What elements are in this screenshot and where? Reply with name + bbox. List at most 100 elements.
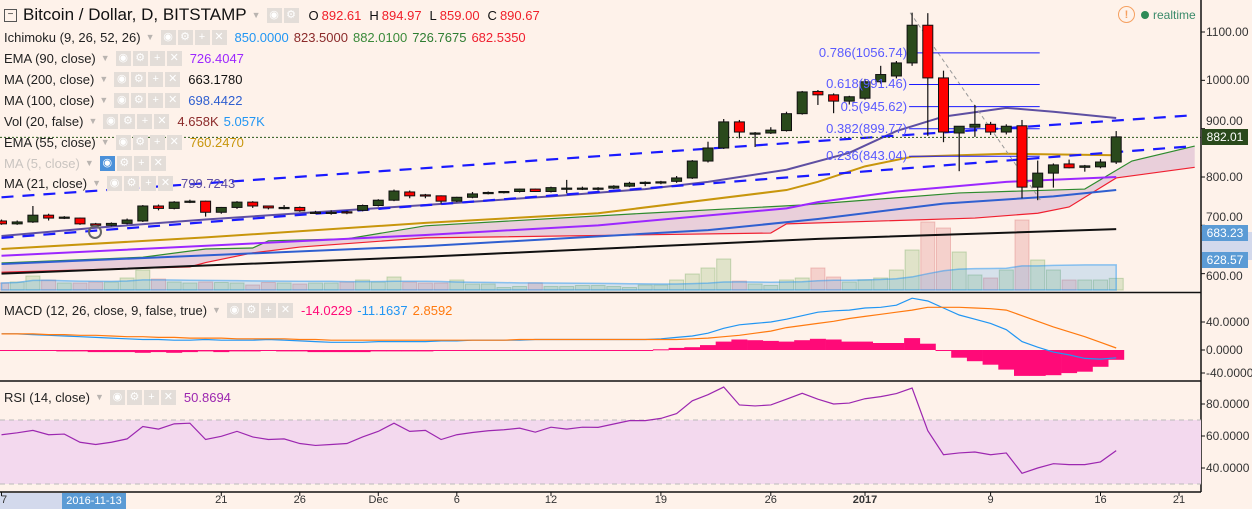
macd-histogram-bar xyxy=(1108,350,1125,360)
chevron-down-icon[interactable]: ▼ xyxy=(212,305,221,315)
indicator-name[interactable]: MA (21, close) xyxy=(4,175,88,191)
indicator-name[interactable]: EMA (90, close) xyxy=(4,50,96,66)
plus-icon[interactable]: + xyxy=(141,175,157,191)
candle xyxy=(435,195,447,204)
legend-row: MA (100, close) ▼ ◉ ⚙ + ✕ 698.4422 xyxy=(4,91,247,109)
macd-histogram-bar xyxy=(605,350,622,351)
eye-icon[interactable]: ◉ xyxy=(114,71,130,87)
chevron-down-icon[interactable]: ▼ xyxy=(100,137,110,147)
candle-body xyxy=(341,211,353,214)
eye-icon[interactable]: ◉ xyxy=(226,302,242,318)
candle-body xyxy=(58,216,70,219)
time-cursor-label: 2016-11-13 xyxy=(62,493,126,509)
chevron-down-icon[interactable]: ▼ xyxy=(251,10,261,20)
symbol-title[interactable]: Bitcoin / Dollar, D, BITSTAMP xyxy=(23,5,247,24)
candle xyxy=(749,132,761,148)
eye-icon[interactable]: ◉ xyxy=(115,134,131,150)
indicator-value: 698.4422 xyxy=(188,92,243,108)
close-icon[interactable]: ✕ xyxy=(165,71,181,87)
gear-icon[interactable]: ⚙ xyxy=(132,134,148,150)
candle xyxy=(922,13,934,136)
chevron-down-icon[interactable]: ▼ xyxy=(92,178,102,188)
close-icon[interactable]: ✕ xyxy=(160,389,176,405)
close-icon[interactable]: ✕ xyxy=(150,155,166,171)
gear-icon[interactable]: ⚙ xyxy=(124,175,140,191)
chevron-down-icon[interactable]: ▼ xyxy=(94,392,104,402)
indicator-value: 5.057K xyxy=(223,113,265,129)
macd-histogram-bar xyxy=(574,350,591,351)
candle-body xyxy=(702,147,714,162)
eye-icon[interactable]: ◉ xyxy=(103,113,119,129)
candle-body xyxy=(137,205,149,222)
candle xyxy=(215,206,227,214)
chevron-down-icon[interactable]: ▼ xyxy=(88,116,98,126)
exclamation-circle-icon[interactable]: ! xyxy=(1118,6,1135,23)
indicator-value: 4.658K xyxy=(177,113,219,129)
gear-icon[interactable]: ⚙ xyxy=(131,71,147,87)
close-icon[interactable]: ✕ xyxy=(166,50,182,66)
plus-icon[interactable]: + xyxy=(149,134,165,150)
close-icon[interactable]: ✕ xyxy=(165,92,181,108)
close-icon[interactable]: ✕ xyxy=(154,113,170,129)
candle xyxy=(561,179,573,194)
eye-icon[interactable]: ◉ xyxy=(266,7,282,23)
gear-icon[interactable]: ⚙ xyxy=(132,50,148,66)
chevron-down-icon[interactable]: ▼ xyxy=(145,32,155,42)
indicator-name[interactable]: Vol (20, false) xyxy=(4,113,84,129)
gear-icon[interactable]: ⚙ xyxy=(126,389,142,405)
indicator-value: -14.0229 xyxy=(300,302,353,318)
gear-icon[interactable]: ⚙ xyxy=(283,7,299,23)
eye-icon[interactable]: ◉ xyxy=(109,389,125,405)
chevron-down-icon[interactable]: ▼ xyxy=(84,158,94,168)
gear-icon[interactable]: ⚙ xyxy=(131,92,147,108)
ohlc-key: H xyxy=(369,7,379,23)
candle xyxy=(11,220,23,225)
candle xyxy=(906,12,918,66)
indicator-name[interactable]: EMA (55, close) xyxy=(4,134,96,150)
plus-icon[interactable]: + xyxy=(260,302,276,318)
indicator-name[interactable]: Ichimoku (9, 26, 52, 26) xyxy=(4,29,141,45)
candle xyxy=(702,141,714,163)
plus-icon[interactable]: + xyxy=(149,50,165,66)
indicator-name[interactable]: MA (5, close) xyxy=(4,155,80,171)
plus-icon[interactable]: + xyxy=(133,155,149,171)
close-icon[interactable]: ✕ xyxy=(166,134,182,150)
gear-icon[interactable]: ⚙ xyxy=(120,113,136,129)
candle xyxy=(1079,164,1091,172)
chevron-down-icon[interactable]: ▼ xyxy=(100,53,110,63)
chevron-down-icon[interactable]: ▼ xyxy=(99,95,109,105)
plus-icon[interactable]: + xyxy=(143,389,159,405)
eye-icon[interactable]: ◉ xyxy=(160,29,176,45)
candle-body xyxy=(576,187,588,190)
eye-icon[interactable]: ◉ xyxy=(115,50,131,66)
gear-icon[interactable]: ⚙ xyxy=(243,302,259,318)
chevron-down-icon[interactable]: ▼ xyxy=(99,74,109,84)
eye-icon[interactable]: ◉ xyxy=(107,175,123,191)
realtime-label: realtime xyxy=(1153,7,1196,22)
eye-icon[interactable]: ◉ xyxy=(114,92,130,108)
gear-icon[interactable]: ⚙ xyxy=(177,29,193,45)
indicator-value: 850.0000 xyxy=(234,29,289,45)
plus-icon[interactable]: + xyxy=(137,113,153,129)
close-icon[interactable]: ✕ xyxy=(211,29,227,45)
eye-icon[interactable]: ◉ xyxy=(99,155,115,171)
close-icon[interactable]: ✕ xyxy=(277,302,293,318)
candle xyxy=(953,125,965,172)
indicator-name[interactable]: MA (100, close) xyxy=(4,92,95,108)
gear-icon[interactable]: ⚙ xyxy=(116,155,132,171)
crosshair-cursor xyxy=(88,225,102,239)
plus-icon[interactable]: + xyxy=(148,71,164,87)
candle-body xyxy=(1000,125,1012,133)
close-icon[interactable]: ✕ xyxy=(158,175,174,191)
candle xyxy=(718,118,730,149)
macd-histogram-bar xyxy=(1014,350,1030,376)
plus-icon[interactable]: + xyxy=(194,29,210,45)
collapse-legend-button[interactable]: − xyxy=(4,8,17,22)
indicator-name[interactable]: MA (200, close) xyxy=(4,71,95,87)
time-range-highlight xyxy=(0,493,62,509)
macd-histogram-bar xyxy=(825,339,842,350)
plus-icon[interactable]: + xyxy=(148,92,164,108)
